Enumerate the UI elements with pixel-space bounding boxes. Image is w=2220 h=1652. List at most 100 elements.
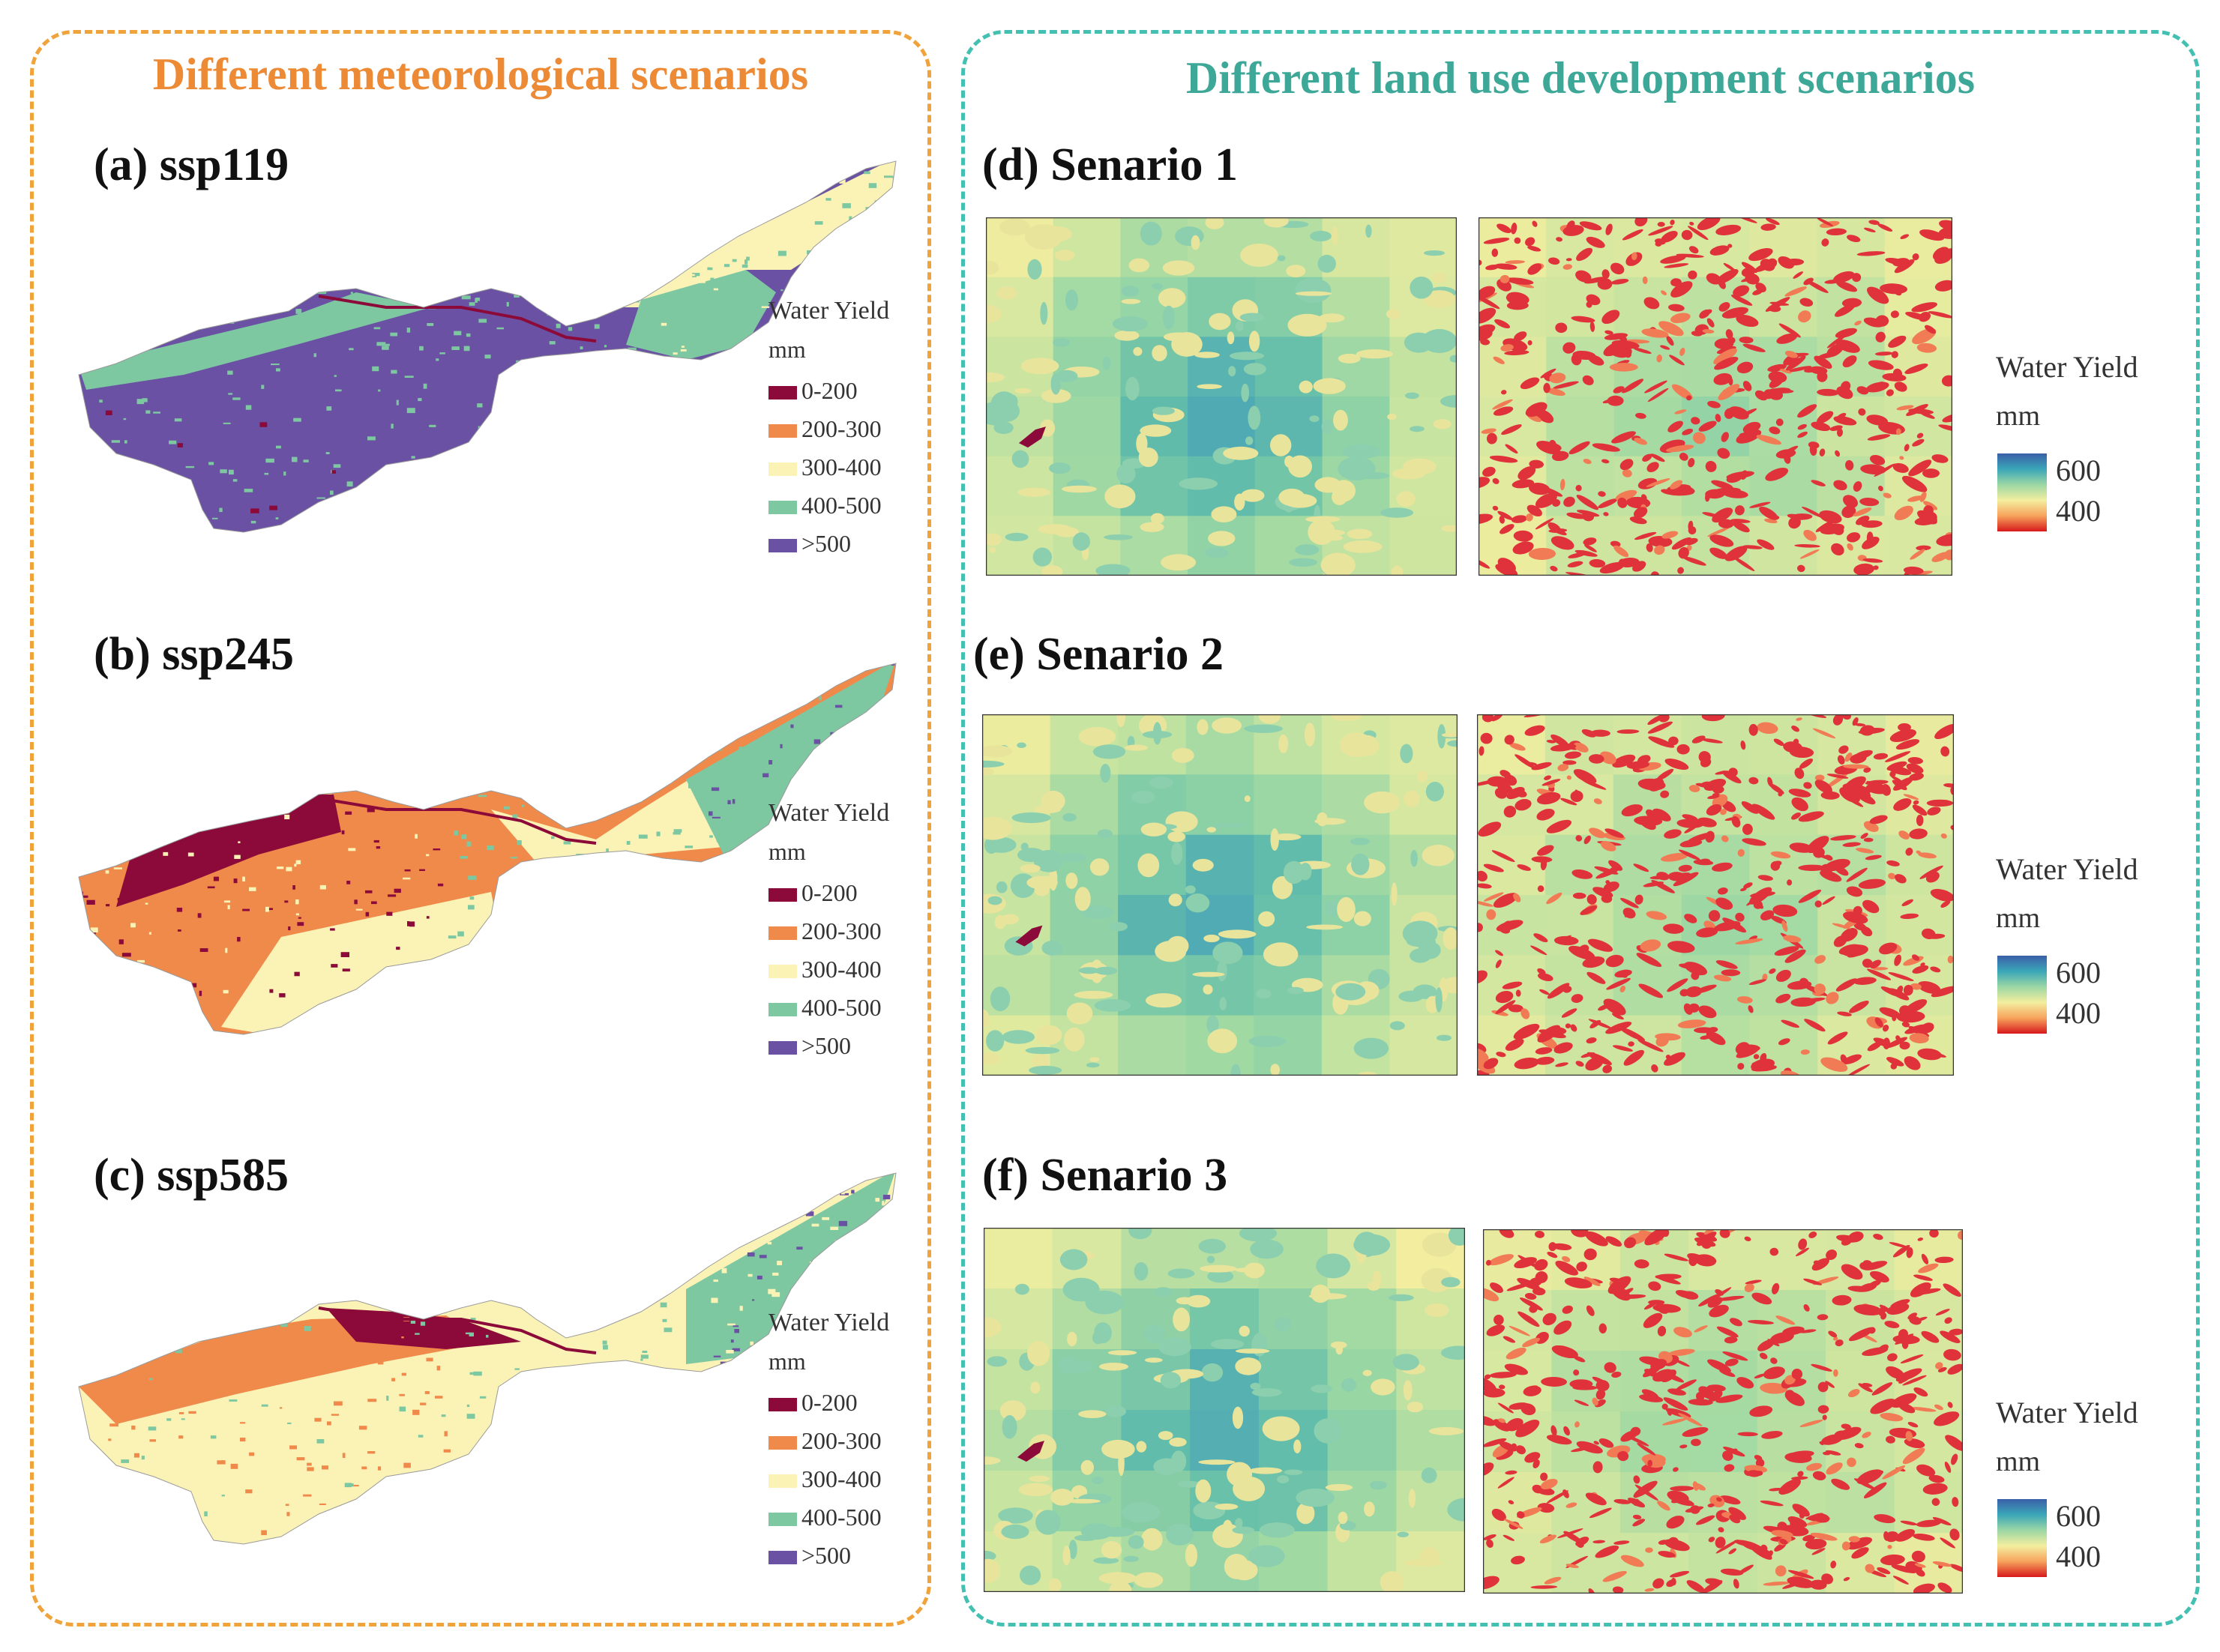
- low-yield-patch: [1513, 530, 1533, 542]
- raster-cell: [862, 863, 867, 868]
- low-yield-patch: [1634, 437, 1647, 445]
- low-yield-patch: [1620, 1555, 1644, 1567]
- raster-cell: [260, 230, 268, 233]
- basin-region: [626, 270, 776, 360]
- low-yield-patch: [1754, 390, 1768, 401]
- land-patch: [1248, 331, 1260, 352]
- raster-cell: [113, 1246, 118, 1250]
- raster-cell: [244, 674, 249, 679]
- raster-cell: [707, 177, 716, 181]
- raster-cell: [284, 1255, 290, 1260]
- low-yield-patch: [1525, 402, 1547, 417]
- raster-cell: [882, 791, 885, 796]
- low-yield-patch: [1796, 1247, 1809, 1256]
- raster-cell: [838, 1220, 848, 1226]
- raster-cell: [121, 1332, 130, 1336]
- raster-cell: [353, 1485, 359, 1487]
- colorbar-unit: mm: [1996, 1446, 2040, 1477]
- low-yield-patch: [1895, 1333, 1914, 1345]
- legend-swatch: [768, 462, 797, 476]
- land-patch: [1332, 226, 1338, 245]
- low-yield-patch: [1686, 395, 1692, 401]
- raster-cell: [752, 1374, 759, 1378]
- land-patch: [1335, 983, 1366, 1001]
- low-yield-patch: [1910, 549, 1925, 560]
- raster-cell: [727, 1363, 731, 1369]
- low-yield-patch: [1822, 896, 1835, 905]
- raster-cell: [284, 814, 290, 819]
- land-patch: [1388, 1294, 1414, 1301]
- basin-region: [79, 292, 431, 390]
- low-yield-patch: [1556, 1528, 1583, 1539]
- low-yield-patch: [1932, 1561, 1952, 1567]
- low-yield-patch: [1508, 1500, 1514, 1504]
- raster-cell: [896, 223, 903, 226]
- low-yield-patch: [1630, 1426, 1641, 1436]
- land-patch: [1185, 893, 1210, 913]
- low-yield-patch: [1775, 1565, 1787, 1577]
- raster-cell: [585, 403, 594, 406]
- low-yield-patch: [1667, 420, 1683, 432]
- land-patch: [1243, 363, 1266, 376]
- raster-cell: [852, 260, 856, 263]
- raster-cell: [104, 204, 112, 210]
- raster-cell: [681, 346, 685, 348]
- raster-cell: [437, 765, 445, 768]
- raster-cell: [223, 989, 229, 994]
- raster-cell: [424, 208, 433, 213]
- raster-cell: [714, 1531, 722, 1535]
- raster-block: [1121, 1471, 1191, 1532]
- raster-cell: [679, 373, 682, 377]
- raster-cell: [334, 375, 337, 377]
- low-yield-patch: [1847, 532, 1861, 543]
- raster-cell: [754, 1229, 764, 1234]
- low-yield-patch: [1604, 330, 1613, 335]
- land-patch: [1442, 732, 1458, 738]
- land-patch: [986, 533, 1002, 546]
- raster-cell: [427, 168, 437, 172]
- raster-cell: [894, 1508, 896, 1511]
- low-yield-patch: [1682, 1426, 1709, 1438]
- raster-cell: [507, 289, 517, 293]
- raster-cell: [727, 1519, 735, 1525]
- raster-cell: [832, 277, 841, 280]
- low-yield-patch: [1927, 933, 1946, 939]
- low-yield-patch: [1666, 1516, 1685, 1529]
- low-yield-patch: [1751, 1292, 1772, 1305]
- low-yield-patch: [1477, 1043, 1487, 1053]
- raster-cell: [423, 1529, 428, 1532]
- low-yield-patch: [1677, 567, 1684, 574]
- low-yield-patch: [1619, 459, 1634, 471]
- raster-cell: [837, 832, 840, 836]
- land-patch: [984, 836, 999, 854]
- low-yield-patch: [1877, 1344, 1889, 1354]
- land-patch: [1059, 1356, 1079, 1375]
- raster-cell: [882, 1282, 888, 1287]
- land-patch: [1080, 905, 1114, 919]
- raster-cell: [874, 1410, 881, 1412]
- low-yield-patch: [1907, 1312, 1917, 1320]
- low-yield-patch: [1493, 1419, 1511, 1432]
- raster-cell: [506, 301, 509, 307]
- low-yield-patch: [1553, 1320, 1572, 1335]
- raster-cell: [241, 313, 247, 318]
- raster-cell: [601, 1013, 611, 1016]
- low-yield-patch: [1762, 973, 1768, 981]
- low-yield-patch: [1689, 221, 1694, 226]
- raster-cell: [741, 868, 744, 871]
- raster-cell: [846, 714, 851, 717]
- low-yield-patch: [1841, 927, 1858, 942]
- low-yield-patch: [1803, 782, 1812, 789]
- low-yield-patch: [1477, 883, 1492, 889]
- low-yield-patch: [1817, 217, 1834, 226]
- raster-cell: [273, 837, 278, 843]
- low-yield-patch: [1536, 809, 1555, 821]
- low-yield-patch: [1742, 823, 1753, 835]
- land-patch: [1311, 1384, 1332, 1393]
- raster-cell: [716, 839, 720, 842]
- raster-cell: [864, 388, 873, 391]
- raster-cell: [294, 971, 300, 977]
- low-yield-patch: [1682, 428, 1694, 435]
- raster-cell: [443, 1449, 451, 1453]
